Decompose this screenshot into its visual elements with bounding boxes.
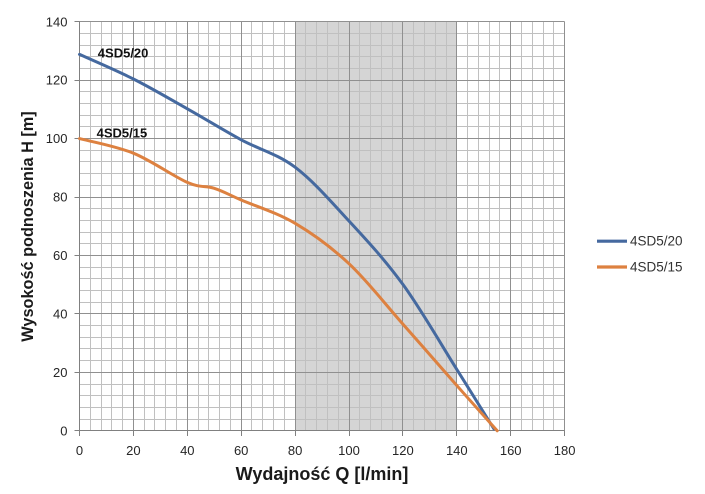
- svg-text:Wydajność Q [l/min]: Wydajność Q [l/min]: [236, 464, 409, 484]
- svg-text:0: 0: [76, 443, 83, 458]
- svg-text:4SD5/15: 4SD5/15: [97, 126, 148, 141]
- svg-text:4SD5/20: 4SD5/20: [98, 45, 149, 60]
- svg-text:80: 80: [53, 190, 67, 205]
- svg-text:60: 60: [234, 443, 248, 458]
- svg-text:40: 40: [180, 443, 194, 458]
- svg-text:80: 80: [288, 443, 302, 458]
- svg-text:Wysokość podnoszenia H [m]: Wysokość podnoszenia H [m]: [19, 111, 37, 341]
- svg-text:180: 180: [554, 443, 576, 458]
- svg-text:20: 20: [126, 443, 140, 458]
- svg-text:60: 60: [53, 248, 67, 263]
- svg-text:40: 40: [53, 307, 67, 322]
- svg-text:140: 140: [46, 14, 68, 29]
- svg-text:20: 20: [53, 365, 67, 380]
- svg-text:120: 120: [46, 73, 68, 88]
- svg-text:100: 100: [338, 443, 360, 458]
- svg-text:4SD5/15: 4SD5/15: [630, 259, 683, 274]
- svg-text:100: 100: [46, 131, 68, 146]
- svg-text:4SD5/20: 4SD5/20: [630, 234, 683, 249]
- svg-text:140: 140: [446, 443, 468, 458]
- svg-text:0: 0: [60, 423, 67, 438]
- svg-text:160: 160: [500, 443, 522, 458]
- svg-text:120: 120: [392, 443, 414, 458]
